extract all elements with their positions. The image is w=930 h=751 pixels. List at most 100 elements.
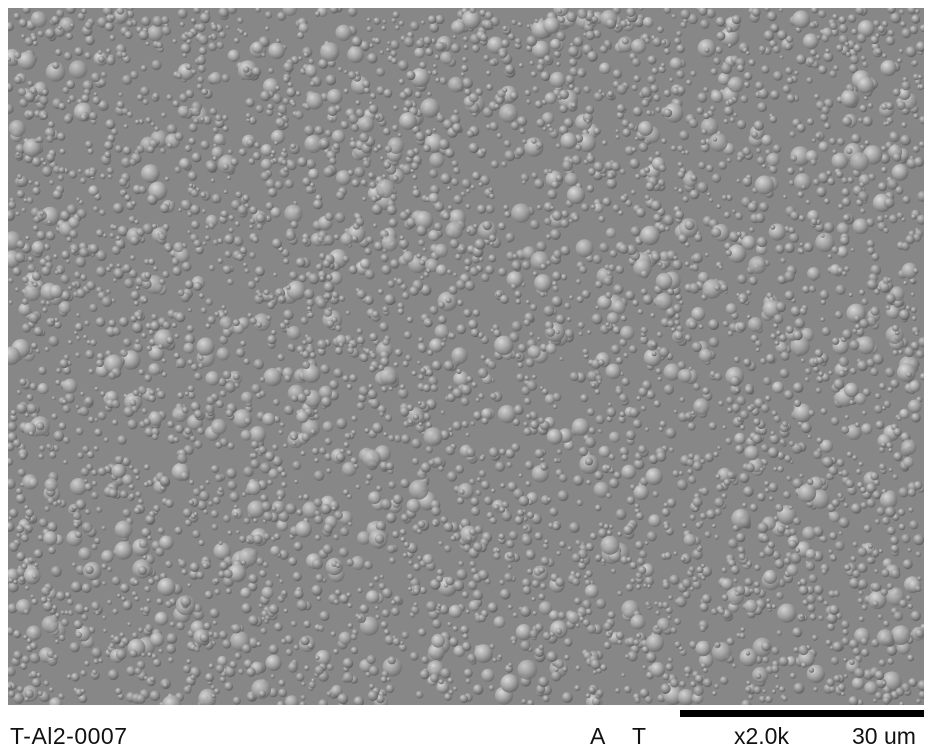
- grain: [379, 50, 384, 55]
- grain: [350, 633, 358, 641]
- grain: [629, 561, 638, 570]
- grain: [117, 225, 129, 237]
- grain: [538, 676, 549, 688]
- grain: [836, 222, 850, 235]
- grain: [272, 456, 283, 467]
- grain: [754, 175, 775, 195]
- grain: [215, 114, 223, 122]
- grain: [147, 652, 153, 658]
- grain: [460, 72, 465, 77]
- grain: [22, 8, 31, 14]
- grain: [283, 405, 294, 415]
- grain: [75, 531, 83, 538]
- grain: [849, 54, 860, 65]
- grain: [562, 160, 573, 172]
- grain: [760, 444, 769, 452]
- grain: [369, 43, 374, 48]
- grain: [598, 528, 608, 538]
- grain: [700, 143, 710, 153]
- grain: [779, 55, 784, 60]
- grain: [909, 520, 919, 530]
- grain: [123, 124, 129, 129]
- grain: [760, 403, 770, 413]
- grain: [154, 126, 160, 132]
- grain: [313, 409, 319, 414]
- grain: [434, 324, 450, 340]
- grain: [50, 318, 55, 323]
- grain: [227, 278, 234, 286]
- grain: [36, 136, 44, 144]
- grain: [390, 600, 397, 606]
- grain: [474, 238, 486, 250]
- grain: [739, 472, 750, 484]
- grain: [901, 122, 907, 128]
- grain: [504, 64, 515, 75]
- grain: [638, 8, 644, 11]
- grain: [731, 663, 737, 669]
- grain: [353, 696, 365, 705]
- grain: [308, 273, 320, 285]
- grain: [470, 497, 480, 506]
- grain: [573, 36, 584, 47]
- grain: [564, 328, 574, 338]
- grain: [837, 683, 846, 692]
- grain: [105, 289, 111, 295]
- grain: [135, 491, 142, 498]
- grain: [842, 214, 851, 222]
- grain: [823, 198, 830, 205]
- grain: [570, 102, 577, 109]
- grain: [585, 457, 593, 466]
- grain: [606, 530, 613, 536]
- grain: [255, 104, 264, 114]
- grain: [301, 350, 310, 359]
- grain: [241, 492, 247, 497]
- grain: [905, 46, 917, 58]
- grain: [521, 578, 532, 588]
- grain: [651, 351, 657, 357]
- grain: [155, 547, 165, 557]
- grain: [674, 186, 679, 191]
- grain: [470, 184, 476, 190]
- grain: [425, 446, 433, 454]
- grain: [698, 324, 704, 330]
- grain: [899, 309, 910, 321]
- grain: [673, 551, 678, 556]
- grain: [420, 20, 425, 25]
- grain: [300, 316, 309, 325]
- grain: [350, 646, 359, 655]
- grain: [298, 23, 309, 33]
- grain: [689, 640, 697, 649]
- grain: [160, 572, 167, 580]
- grain: [324, 437, 332, 446]
- grain: [381, 386, 388, 393]
- grain: [645, 601, 651, 607]
- grain: [575, 623, 580, 628]
- grain: [122, 338, 132, 347]
- grain: [339, 448, 345, 454]
- grain: [844, 414, 850, 420]
- grain: [383, 432, 388, 437]
- grain: [829, 532, 838, 540]
- grain: [194, 646, 200, 653]
- grain: [455, 464, 464, 474]
- grain: [397, 302, 405, 310]
- grain: [282, 443, 288, 449]
- grain: [190, 106, 201, 117]
- grain: [247, 581, 258, 592]
- grain: [374, 534, 385, 544]
- grain: [138, 539, 149, 549]
- grain: [404, 99, 413, 109]
- grain: [749, 588, 755, 594]
- grain: [791, 443, 803, 454]
- grain: [281, 481, 288, 488]
- grain: [432, 127, 437, 132]
- grain: [860, 55, 867, 62]
- grain: [530, 251, 550, 271]
- grain: [53, 654, 59, 660]
- grain: [874, 518, 881, 525]
- grain: [80, 177, 87, 184]
- grain: [784, 43, 792, 51]
- grain: [568, 84, 575, 90]
- grain: [691, 264, 699, 272]
- grain: [340, 233, 354, 246]
